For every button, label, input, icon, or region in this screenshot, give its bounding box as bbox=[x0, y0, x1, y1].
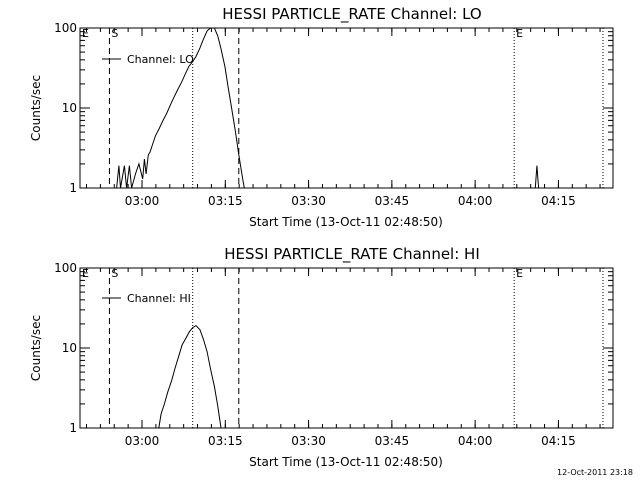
x-tick-label: 04:15 bbox=[541, 434, 576, 448]
tick-marks: 03:00 03:15 03:30 03:45 04:00 04:15 1 10 100 bbox=[54, 21, 613, 208]
x-axis-label: Start Time (13-Oct-11 02:48:50) bbox=[249, 215, 443, 229]
panel-lo: HESSI PARTICLE_RATE Channel: LO Counts/s… bbox=[29, 5, 614, 229]
marker-label: S bbox=[111, 267, 118, 280]
data-series bbox=[158, 325, 222, 429]
chart-title: HESSI PARTICLE_RATE Channel: HI bbox=[224, 245, 480, 264]
x-tick-label: 03:15 bbox=[208, 194, 243, 208]
series-line bbox=[534, 165, 540, 189]
y-tick-label: 10 bbox=[62, 101, 77, 115]
data-series bbox=[116, 27, 540, 189]
plot-frame bbox=[79, 27, 614, 189]
series-line bbox=[158, 325, 222, 429]
x-tick-label: 04:00 bbox=[458, 434, 493, 448]
x-tick-label: 04:00 bbox=[458, 194, 493, 208]
y-tick-label: 100 bbox=[54, 21, 77, 35]
marker-label: E bbox=[516, 267, 523, 280]
x-tick-label: 03:15 bbox=[208, 434, 243, 448]
y-tick-label: 10 bbox=[62, 341, 77, 355]
x-tick-label: 03:00 bbox=[125, 194, 160, 208]
y-tick-label: 1 bbox=[69, 181, 77, 195]
x-tick-label: 03:45 bbox=[375, 434, 410, 448]
x-tick-label: 03:45 bbox=[375, 194, 410, 208]
plot-frame bbox=[79, 267, 614, 429]
y-tick-label: 1 bbox=[69, 421, 77, 435]
x-axis-label: Start Time (13-Oct-11 02:48:50) bbox=[249, 455, 443, 469]
x-tick-label: 04:15 bbox=[541, 194, 576, 208]
marker-label: E bbox=[516, 27, 523, 40]
footer-timestamp: 12-Oct-2011 23:18 bbox=[557, 468, 633, 477]
legend: Channel: LO bbox=[102, 53, 194, 66]
x-tick-label: 03:00 bbox=[125, 434, 160, 448]
series-line bbox=[116, 27, 245, 189]
legend-label: Channel: LO bbox=[127, 53, 194, 66]
y-axis-label: Counts/sec bbox=[29, 75, 43, 141]
panel-hi: HESSI PARTICLE_RATE Channel: HI Counts/s… bbox=[29, 245, 614, 469]
legend-label: Channel: HI bbox=[127, 292, 191, 305]
legend: Channel: HI bbox=[102, 292, 191, 305]
y-tick-label: 100 bbox=[54, 261, 77, 275]
marker-label: E bbox=[82, 267, 89, 280]
marker-label: E bbox=[82, 27, 89, 40]
x-tick-label: 03:30 bbox=[291, 434, 326, 448]
marker-label: S bbox=[111, 27, 118, 40]
chart-title: HESSI PARTICLE_RATE Channel: LO bbox=[222, 5, 481, 24]
x-tick-label: 03:30 bbox=[291, 194, 326, 208]
tick-marks: 03:00 03:15 03:30 03:45 04:00 04:15 1 10 100 bbox=[54, 261, 613, 448]
y-axis-label: Counts/sec bbox=[29, 315, 43, 381]
